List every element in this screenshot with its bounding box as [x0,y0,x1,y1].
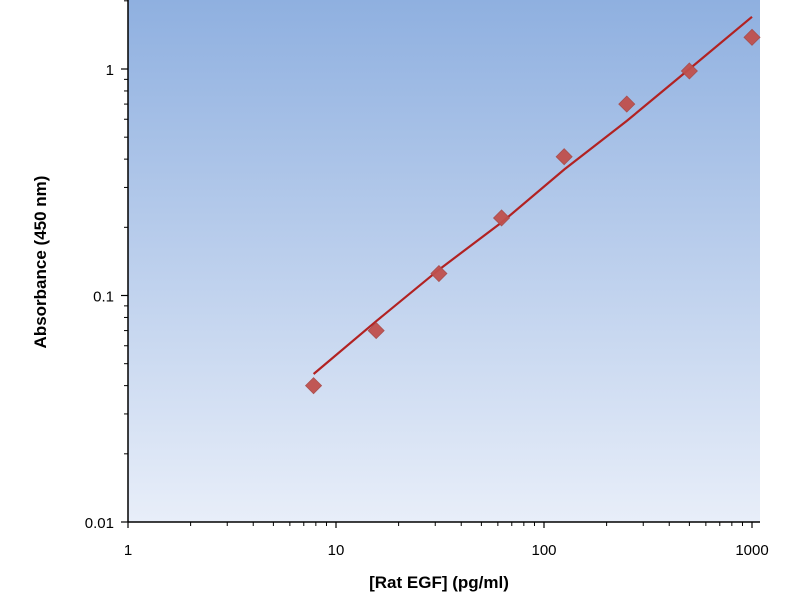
data-point [618,95,636,113]
data-point [304,377,323,395]
x-tick-label: 10 [328,542,345,559]
data-point [430,264,448,283]
x-axis-title: [Rat EGF] (pg/ml) [369,573,509,592]
y-axis-title: Absorbance (450 nm) [31,176,50,349]
data-point [492,209,511,227]
data-point [743,28,761,46]
x-tick-label: 100 [531,542,556,559]
y-tick-label: 0.01 [85,515,114,532]
y-tick-label: 0.1 [93,289,114,306]
tick-labels: 1 10 100 1000 0.01 0.1 1 [85,62,769,559]
axes [121,0,760,528]
data-points-layer [304,28,761,395]
fit-line [312,15,753,375]
fit-line-layer [312,15,753,375]
data-point [367,322,385,340]
data-point [680,62,698,80]
plot-area [128,0,760,522]
data-point [555,148,573,166]
y-tick-label: 1 [106,62,114,79]
x-tick-label: 1 [124,542,132,559]
x-tick-label: 1000 [735,542,768,559]
